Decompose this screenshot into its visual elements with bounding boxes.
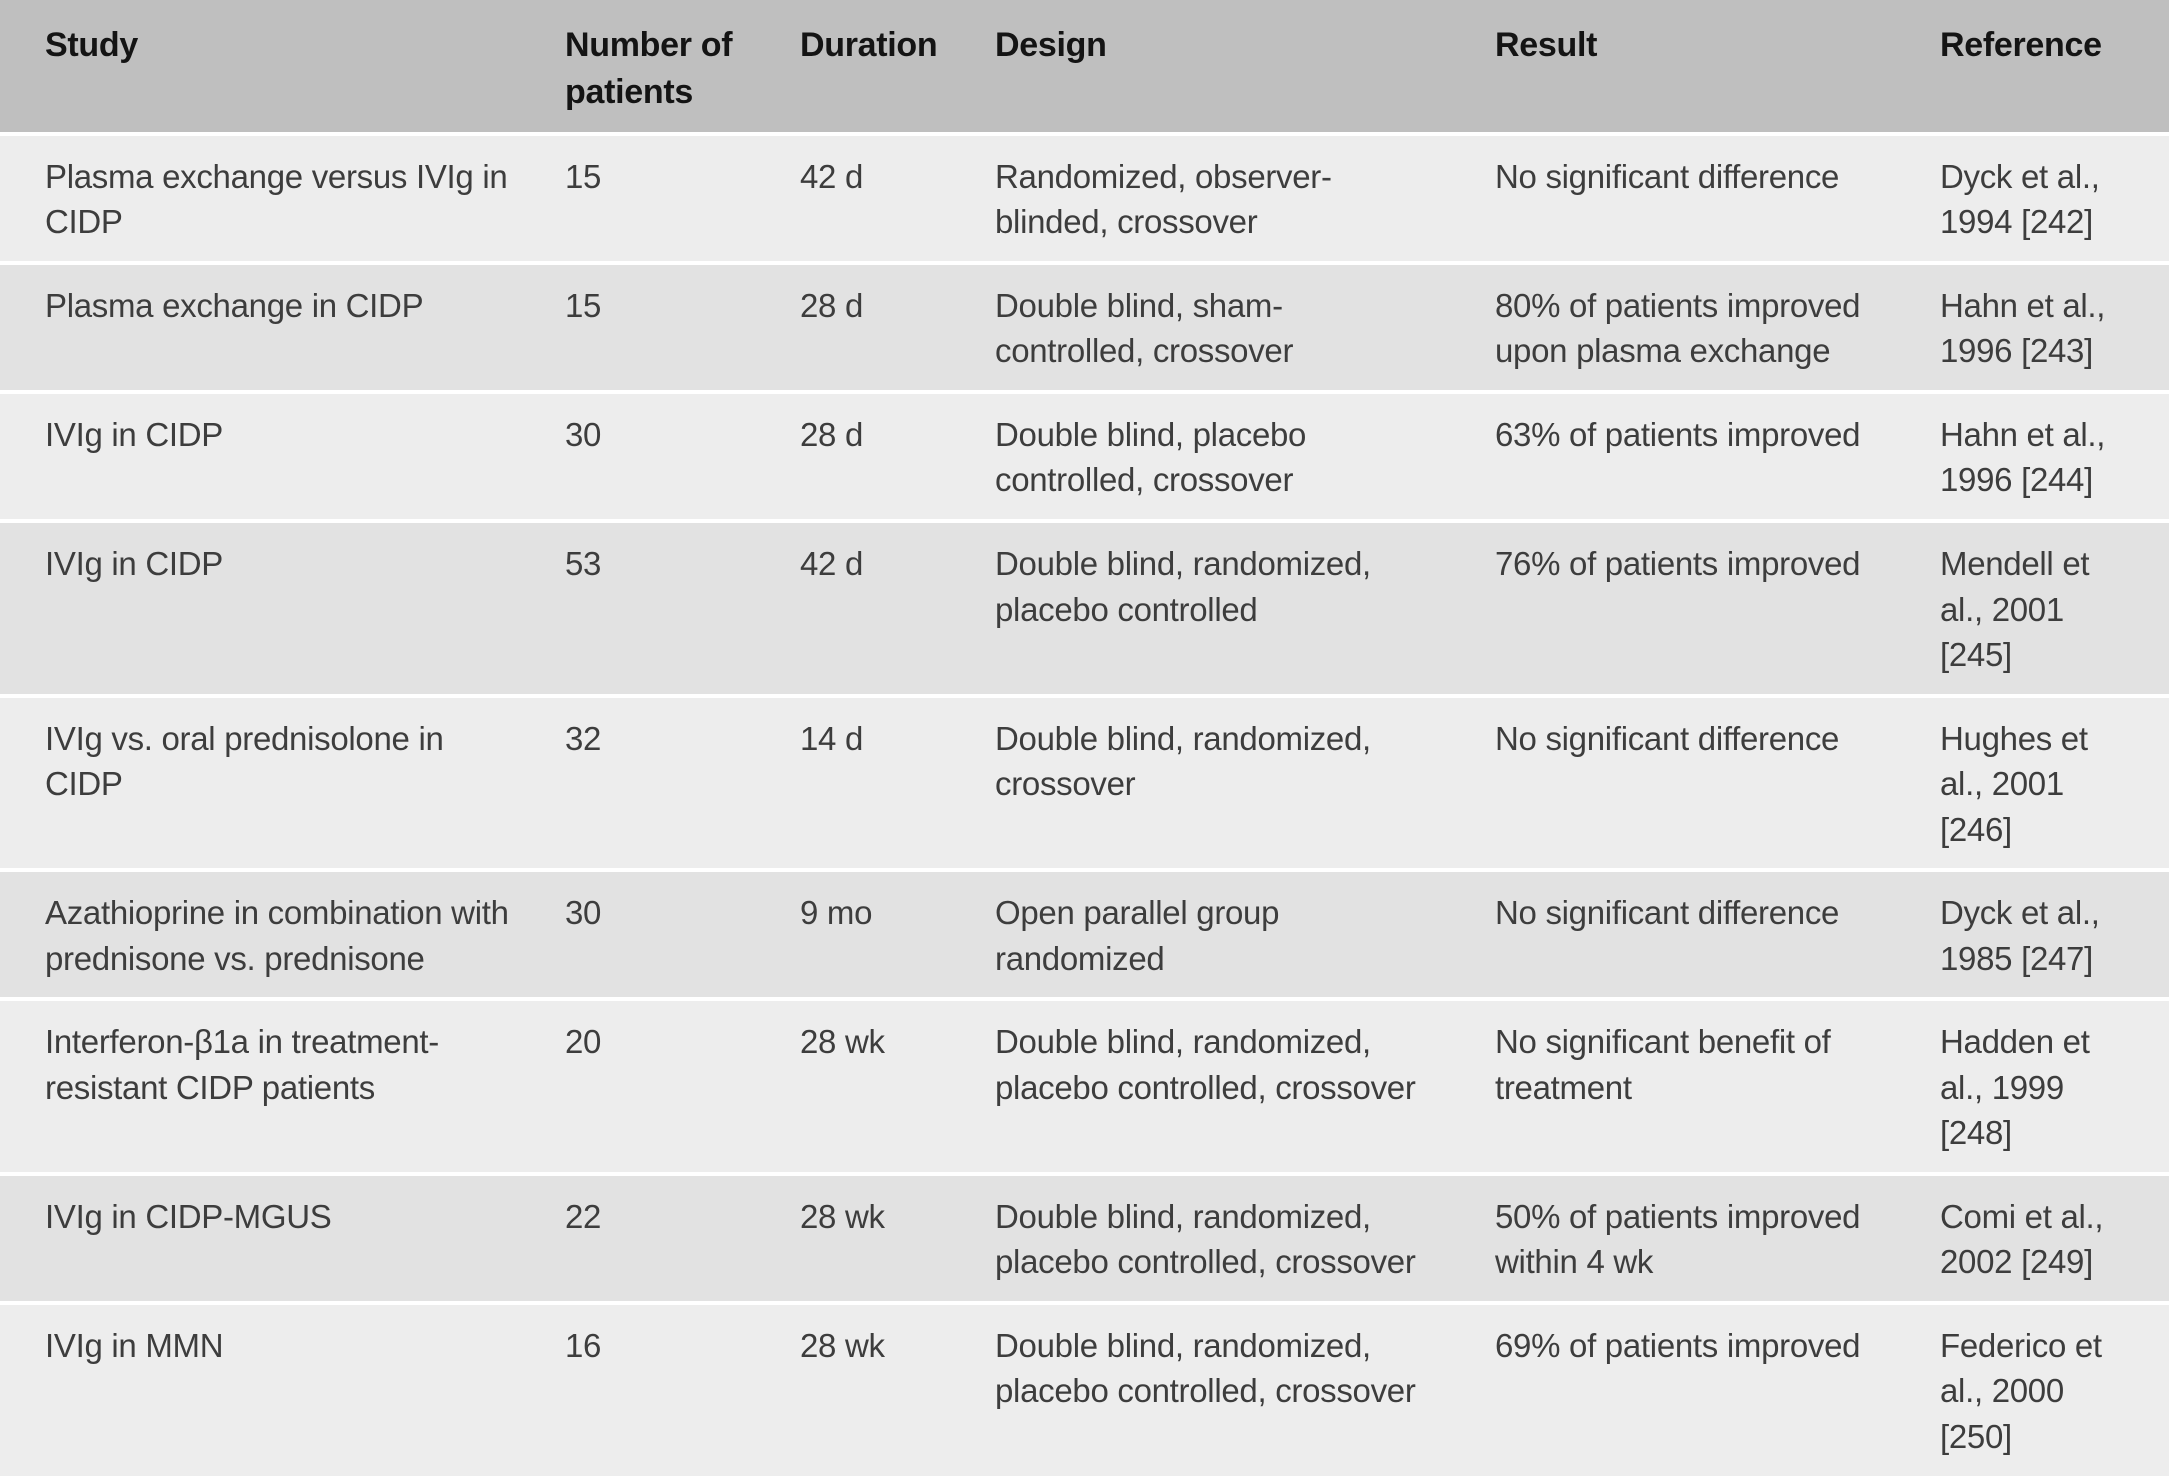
table-row: IVIg in CIDP 53 42 d Double blind, rando… [0, 519, 2169, 694]
duration-cell: 28 wk [800, 997, 995, 1172]
study-cell: IVIg in MMN [0, 1300, 565, 1476]
result-cell: No significant difference [1495, 131, 1940, 261]
duration-cell: 28 d [800, 260, 995, 390]
column-header-design: Design [995, 0, 1495, 132]
table-row: Plasma exchange versus IVIg in CIDP 15 4… [0, 131, 2169, 261]
reference-cell: Hahn et al., 1996 [244] [1940, 389, 2169, 519]
duration-cell: 42 d [800, 519, 995, 694]
table-row: IVIg vs. oral prednisolone in CIDP 32 14… [0, 693, 2169, 869]
patients-cell: 22 [565, 1171, 800, 1301]
column-header-result: Result [1495, 0, 1940, 132]
column-header-study: Study [0, 0, 565, 132]
duration-cell: 42 d [800, 131, 995, 261]
design-cell: Open parallel group randomized [995, 868, 1495, 998]
design-cell: Double blind, randomized, placebo contro… [995, 1300, 1495, 1476]
result-cell: No significant difference [1495, 693, 1940, 869]
reference-cell: Hadden et al., 1999 [248] [1940, 997, 2169, 1172]
design-cell: Double blind, randomized, placebo contro… [995, 1171, 1495, 1301]
design-cell: Double blind, sham-controlled, crossover [995, 260, 1495, 390]
patients-cell: 32 [565, 693, 800, 869]
reference-cell: Federico et al., 2000 [250] [1940, 1300, 2169, 1476]
study-cell: IVIg vs. oral prednisolone in CIDP [0, 693, 565, 869]
patients-cell: 15 [565, 260, 800, 390]
patients-cell: 16 [565, 1300, 800, 1476]
study-cell: IVIg in CIDP [0, 389, 565, 519]
duration-cell: 14 d [800, 693, 995, 869]
table-row: Plasma exchange in CIDP 15 28 d Double b… [0, 260, 2169, 390]
table-row: Interferon-β1a in treatment-resistant CI… [0, 997, 2169, 1172]
column-header-duration: Duration [800, 0, 995, 132]
table-row: IVIg in CIDP 30 28 d Double blind, place… [0, 389, 2169, 519]
table-row: Azathioprine in combination with prednis… [0, 868, 2169, 998]
reference-cell: Comi et al., 2002 [249] [1940, 1171, 2169, 1301]
reference-cell: Dyck et al., 1985 [247] [1940, 868, 2169, 998]
study-cell: Azathioprine in combination with prednis… [0, 868, 565, 998]
patients-cell: 15 [565, 131, 800, 261]
table-row: IVIg in MMN 16 28 wk Double blind, rando… [0, 1300, 2169, 1476]
reference-cell: Dyck et al., 1994 [242] [1940, 131, 2169, 261]
result-cell: 76% of patients improved [1495, 519, 1940, 694]
result-cell: 50% of patients improved within 4 wk [1495, 1171, 1940, 1301]
column-header-patients: Number of patients [565, 0, 800, 132]
table-header-row: Study Number of patients Duration Design… [0, 0, 2169, 132]
patients-cell: 53 [565, 519, 800, 694]
duration-cell: 28 wk [800, 1171, 995, 1301]
reference-cell: Hahn et al., 1996 [243] [1940, 260, 2169, 390]
reference-cell: Hughes et al., 2001 [246] [1940, 693, 2169, 869]
result-cell: 80% of patients improved upon plasma exc… [1495, 260, 1940, 390]
patients-cell: 20 [565, 997, 800, 1172]
reference-cell: Mendell et al., 2001 [245] [1940, 519, 2169, 694]
result-cell: 69% of patients improved [1495, 1300, 1940, 1476]
result-cell: No significant difference [1495, 868, 1940, 998]
study-cell: IVIg in CIDP [0, 519, 565, 694]
study-cell: Interferon-β1a in treatment-resistant CI… [0, 997, 565, 1172]
design-cell: Double blind, randomized, crossover [995, 693, 1495, 869]
duration-cell: 28 wk [800, 1300, 995, 1476]
patients-cell: 30 [565, 389, 800, 519]
duration-cell: 28 d [800, 389, 995, 519]
design-cell: Randomized, observer-blinded, crossover [995, 131, 1495, 261]
table-row: IVIg in CIDP-MGUS 22 28 wk Double blind,… [0, 1171, 2169, 1301]
study-cell: Plasma exchange in CIDP [0, 260, 565, 390]
design-cell: Double blind, randomized, placebo contro… [995, 519, 1495, 694]
patients-cell: 30 [565, 868, 800, 998]
design-cell: Double blind, randomized, placebo contro… [995, 997, 1495, 1172]
study-cell: IVIg in CIDP-MGUS [0, 1171, 565, 1301]
design-cell: Double blind, placebo controlled, crosso… [995, 389, 1495, 519]
result-cell: No significant benefit of treatment [1495, 997, 1940, 1172]
column-header-reference: Reference [1940, 0, 2169, 132]
result-cell: 63% of patients improved [1495, 389, 1940, 519]
study-cell: Plasma exchange versus IVIg in CIDP [0, 131, 565, 261]
duration-cell: 9 mo [800, 868, 995, 998]
